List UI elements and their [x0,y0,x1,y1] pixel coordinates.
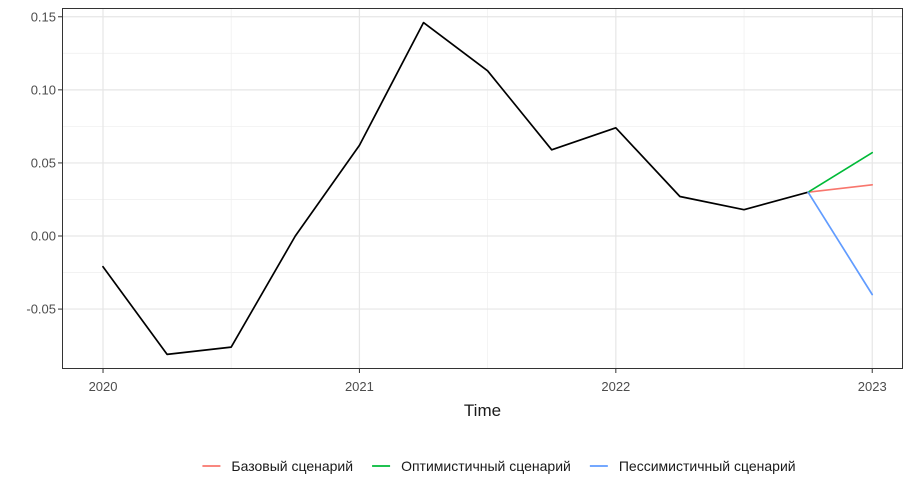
legend: Базовый сценарий Оптимистичный сценарий Пе… [202,458,796,474]
legend-label: Пессимистичный сценарий [619,458,796,474]
y-tick-labels: -0.05 0.00 0.05 0.10 0.15 [26,9,56,316]
y-tick-label: 0.10 [31,82,56,97]
series-line-1 [807,183,874,194]
legend-label: Оптимистичный сценарий [401,458,571,474]
axis-ticks [58,16,873,373]
legend-label: Базовый сценарий [231,458,353,474]
y-tick-label: 0.15 [31,9,56,24]
historical-series-line [102,21,809,356]
x-axis-title: Time [464,401,501,420]
series-line-3 [807,191,874,296]
y-tick-label: 0.05 [31,155,56,170]
x-tick-label: 2022 [601,379,630,394]
series-line-2 [807,151,874,194]
y-tick-label: 0.00 [31,229,56,244]
x-tick-label: 2021 [345,379,374,394]
y-tick-label: -0.05 [26,302,56,317]
series-layer [102,21,874,356]
major-gridlines [62,8,903,369]
x-tick-label: 2023 [858,379,887,394]
x-tick-label: 2020 [89,379,118,394]
minor-gridlines [62,8,903,369]
x-tick-labels: 2020 2021 2022 2023 [89,379,887,394]
